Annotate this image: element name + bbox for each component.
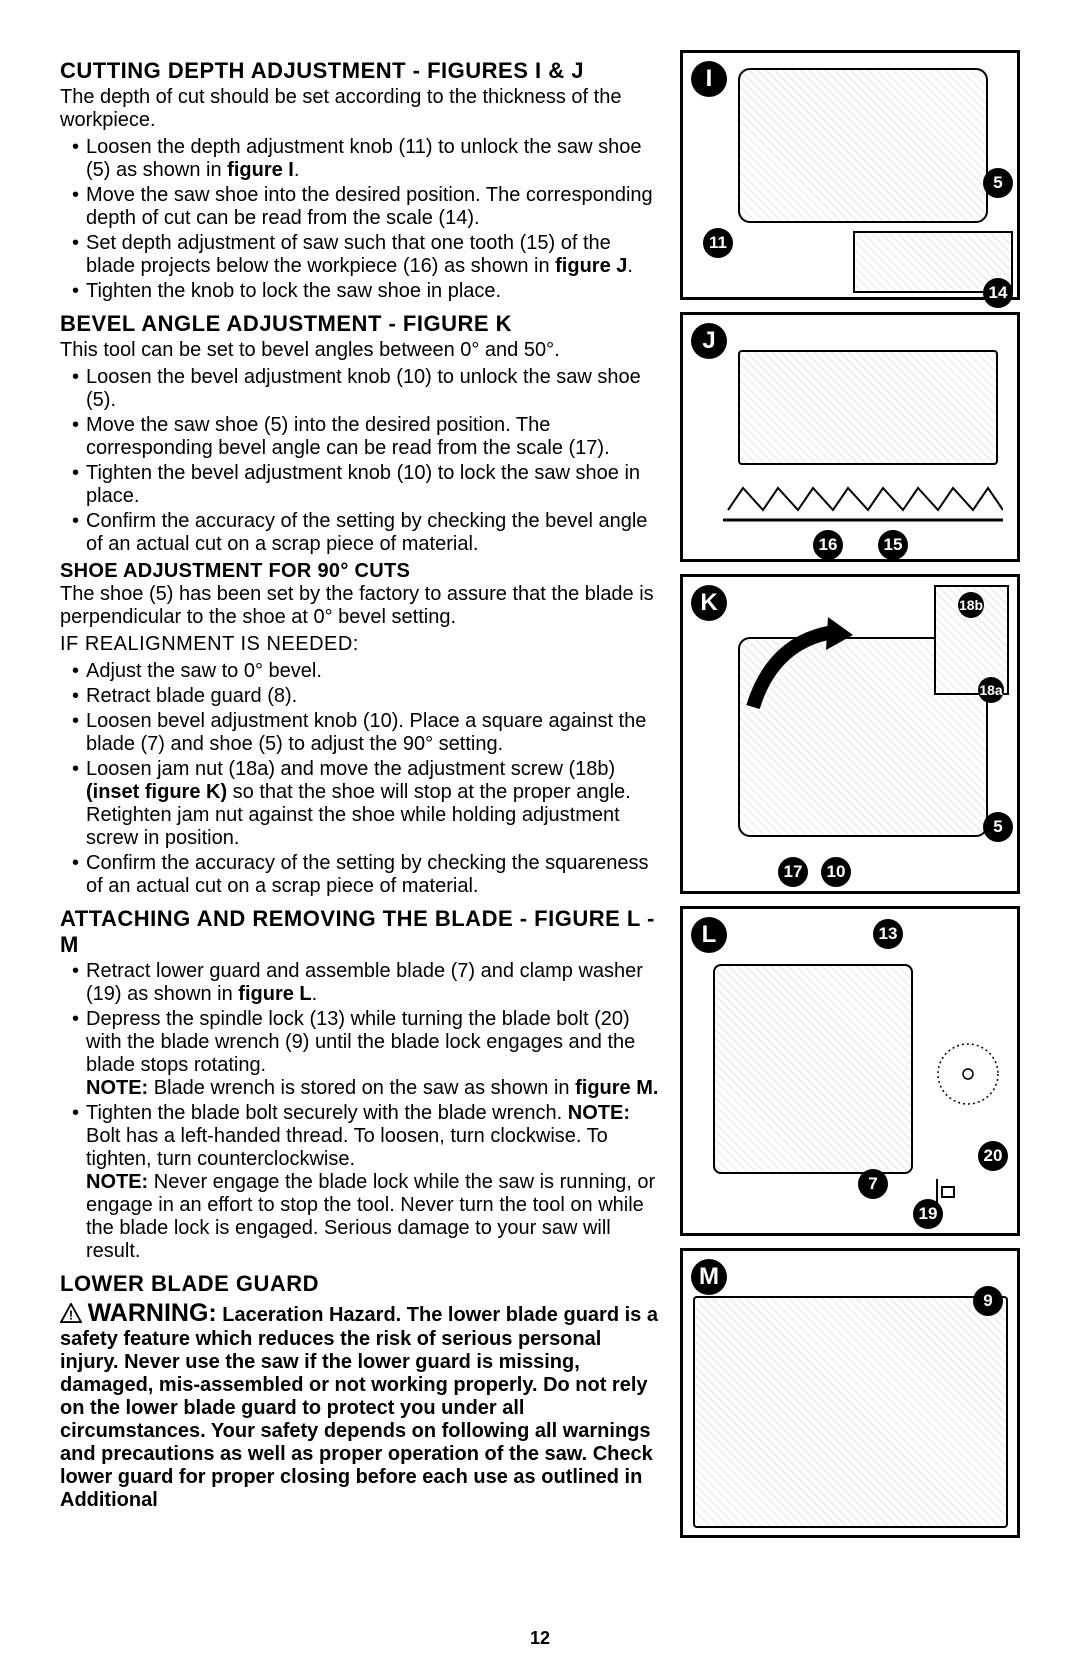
list-item: Tighten the bevel adjustment knob (10) t… <box>72 462 665 508</box>
list-shoe-adjustment: Adjust the saw to 0° bevel.Retract blade… <box>60 660 665 898</box>
warning-body: Laceration Hazard. The lower blade guard… <box>60 1304 658 1511</box>
svg-text:!: ! <box>69 1307 73 1322</box>
list-item: Adjust the saw to 0° bevel. <box>72 660 665 683</box>
callout-13: 13 <box>873 919 903 949</box>
callout-15: 15 <box>878 530 908 560</box>
callout-10: 10 <box>821 857 851 887</box>
figure-k: K 18b 18a 5 17 10 <box>680 574 1020 894</box>
callout-5: 5 <box>983 812 1013 842</box>
figure-l: L 13 7 20 19 <box>680 906 1020 1236</box>
callout-9: 9 <box>973 1286 1003 1316</box>
callout-7: 7 <box>858 1169 888 1199</box>
heading-cutting-depth: CUTTING DEPTH ADJUSTMENT - FIGURES I & J <box>60 58 665 84</box>
warning-triangle-icon: ! <box>60 1303 82 1323</box>
list-cutting-depth: Loosen the depth adjustment knob (11) to… <box>60 136 665 303</box>
figure-m-label: M <box>691 1259 727 1295</box>
callout-17: 17 <box>778 857 808 887</box>
list-item: Retract lower guard and assemble blade (… <box>72 960 665 1006</box>
figure-k-label: K <box>691 585 727 621</box>
list-item: Move the saw shoe into the desired posit… <box>72 184 665 230</box>
callout-14: 14 <box>983 278 1013 308</box>
caps-realignment: IF REALIGNMENT IS NEEDED: <box>60 633 665 656</box>
list-item: Loosen jam nut (18a) and move the adjust… <box>72 758 665 850</box>
warning-word: WARNING: <box>88 1299 217 1327</box>
heading-bevel-angle: BEVEL ANGLE ADJUSTMENT - FIGURE K <box>60 311 665 337</box>
figure-column: I 5 11 14 J 16 15 K 18b 18a 5 17 10 L <box>680 50 1020 1550</box>
figure-i: I 51114 <box>680 50 1020 300</box>
list-item: Loosen bevel adjustment knob (10). Place… <box>72 710 665 756</box>
callout-16: 16 <box>813 530 843 560</box>
list-item: Set depth adjustment of saw such that on… <box>72 232 665 278</box>
figure-m: M 9 <box>680 1248 1020 1538</box>
intro-shoe-adjustment: The shoe (5) has been set by the factory… <box>60 583 665 629</box>
list-attach-blade: Retract lower guard and assemble blade (… <box>60 960 665 1263</box>
list-item: Retract blade guard (8). <box>72 685 665 708</box>
figure-l-label: L <box>691 917 727 953</box>
list-bevel-angle: Loosen the bevel adjustment knob (10) to… <box>60 366 665 556</box>
warning-text: ! WARNING: Laceration Hazard. The lower … <box>60 1299 665 1512</box>
intro-cutting-depth: The depth of cut should be set according… <box>60 86 665 132</box>
heading-lower-guard: LOWER BLADE GUARD <box>60 1271 665 1297</box>
list-item: Tighten the blade bolt securely with the… <box>72 1102 665 1263</box>
figure-j: J 16 15 <box>680 312 1020 562</box>
callout-18b: 18b <box>958 592 984 618</box>
callout-18a: 18a <box>978 677 1004 703</box>
callout-5: 5 <box>983 168 1013 198</box>
text-column: CUTTING DEPTH ADJUSTMENT - FIGURES I & J… <box>60 50 665 1550</box>
callout-11: 11 <box>703 228 733 258</box>
list-item: Confirm the accuracy of the setting by c… <box>72 510 665 556</box>
list-item: Loosen the depth adjustment knob (11) to… <box>72 136 665 182</box>
list-item: Move the saw shoe (5) into the desired p… <box>72 414 665 460</box>
figure-i-label: I <box>691 61 727 97</box>
figure-j-label: J <box>691 323 727 359</box>
callout-19: 19 <box>913 1199 943 1229</box>
callout-20: 20 <box>978 1141 1008 1171</box>
heading-attach-blade: ATTACHING AND REMOVING THE BLADE - FIGUR… <box>60 906 680 958</box>
list-item: Loosen the bevel adjustment knob (10) to… <box>72 366 665 412</box>
list-item: Confirm the accuracy of the setting by c… <box>72 852 665 898</box>
heading-shoe-adjustment: SHOE ADJUSTMENT FOR 90° CUTS <box>60 560 665 583</box>
intro-bevel-angle: This tool can be set to bevel angles bet… <box>60 339 665 362</box>
page-number: 12 <box>0 1628 1080 1649</box>
list-item: Tighten the knob to lock the saw shoe in… <box>72 280 665 303</box>
list-item: Depress the spindle lock (13) while turn… <box>72 1008 665 1100</box>
